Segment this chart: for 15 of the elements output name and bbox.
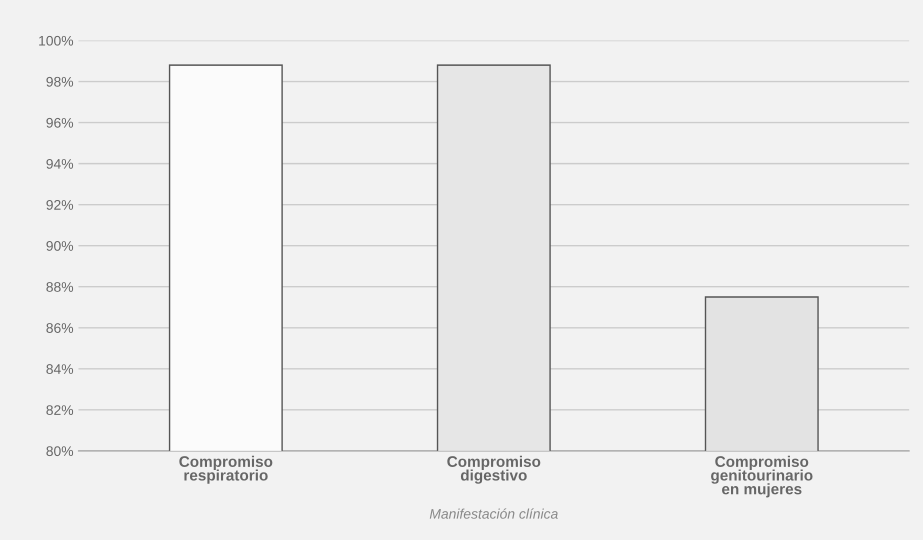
y-tick-label: 94% [46,158,74,169]
y-tick-label: 80% [46,446,74,456]
y-tick-label: 92% [46,200,74,210]
y-tick-label: 84% [46,364,74,374]
x-tick-label: Compromiso digestivo [447,456,540,484]
x-axis-title: Manifestación clínica [430,508,558,519]
y-tick-label: 82% [46,405,74,416]
y-tick-label: 86% [46,323,74,333]
y-tick-label: 100% [39,36,74,46]
y-tick-label: 88% [46,282,74,292]
x-tick-label: Compromiso respiratorio [179,456,272,484]
y-tick-label: 98% [46,76,74,87]
y-tick-label: 96% [46,118,74,128]
y-tick-label: 90% [46,241,74,251]
x-tick-label: Compromiso genitourinario en mujeres [711,456,813,498]
